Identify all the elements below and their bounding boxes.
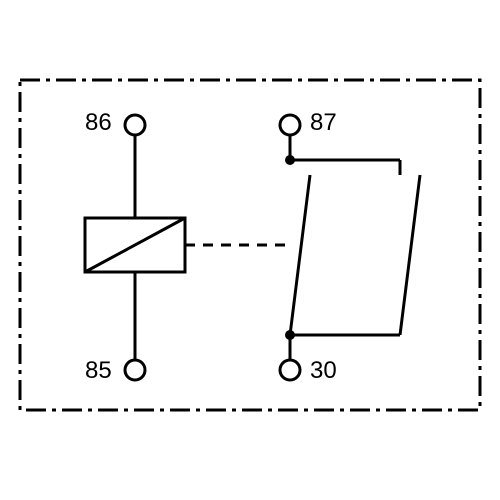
terminal-87-label: 87 <box>310 109 337 136</box>
coil-diagonal <box>85 218 185 272</box>
contact-node-bottom <box>285 330 295 340</box>
switch-arm-left <box>290 175 310 335</box>
terminal-86-icon <box>125 115 145 135</box>
terminal-86-label: 86 <box>85 109 112 136</box>
terminal-85-label: 85 <box>85 357 112 384</box>
terminal-87-icon <box>280 115 300 135</box>
contact-node-top <box>285 155 295 165</box>
terminal-30-label: 30 <box>310 357 337 384</box>
terminal-30-icon <box>280 360 300 380</box>
switch-arm-right <box>400 175 420 335</box>
terminal-85-icon <box>125 360 145 380</box>
